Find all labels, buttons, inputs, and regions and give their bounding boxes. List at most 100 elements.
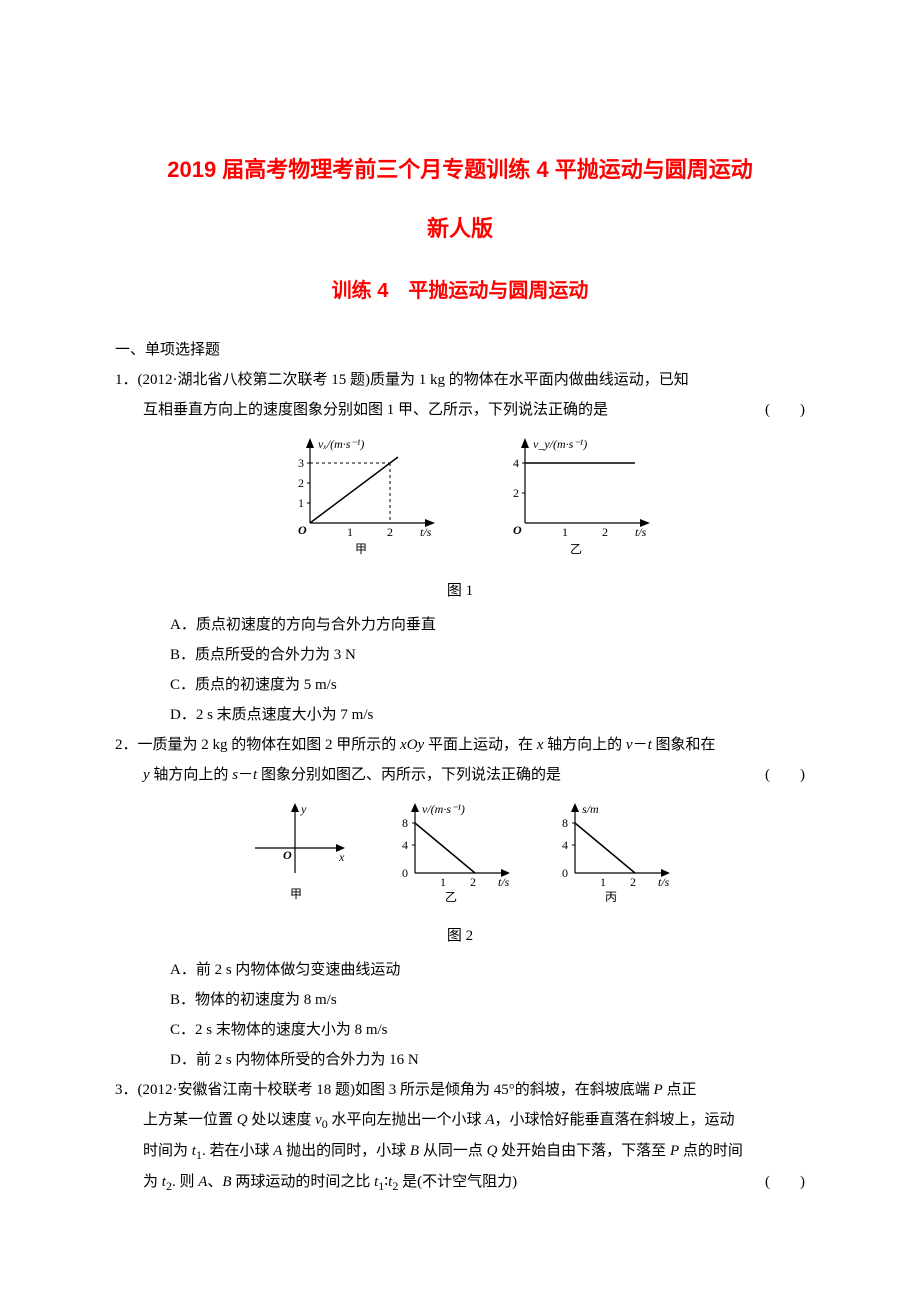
q1-choice-b: B．质点所受的合外力为 3 N (170, 640, 805, 670)
q1l-xtick-1: 1 (347, 525, 353, 539)
q3-l2i2: v (315, 1112, 322, 1128)
q3-l2d: ，小球恰好能垂直落在斜坡上，运动 (494, 1112, 734, 1128)
q3-l3i2: A (273, 1143, 282, 1159)
question-1: 1．(2012·湖北省八校第二次联考 15 题)质量为 1 kg 的物体在水平面… (115, 365, 805, 730)
q2-l1e: 图象和在 (652, 737, 716, 753)
q2-figure-caption: 图 2 (115, 921, 805, 951)
exam-page: 2019 届高考物理考前三个月专题训练 4 平抛运动与圆周运动 新人版 训练 4… (0, 0, 920, 1258)
q1-choice-d: D．2 s 末质点速度大小为 7 m/s (170, 700, 805, 730)
q2-choices: A．前 2 s 内物体做匀变速曲线运动 B．物体的初速度为 8 m/s C．2 … (115, 955, 805, 1075)
q3-l3a: 时间为 (143, 1143, 192, 1159)
q2-l2b: － (238, 767, 253, 783)
q2p3-y0: 0 (562, 866, 568, 880)
q3-line4-text: 为 t2. 则 A、B 两球运动的时间之比 t1∶t2 是(不计空气阻力) (143, 1167, 517, 1198)
q2-l2c: 图象分别如图乙、丙所示，下列说法正确的是 (257, 767, 561, 783)
q3-l1a: (2012·安徽省江南十校联考 18 题)如图 3 所示是倾角为 45°的斜坡，… (138, 1082, 654, 1098)
q2p3-ylabel: s/m (582, 802, 599, 816)
svg-text:O: O (298, 523, 307, 537)
q1-figure-caption: 图 1 (115, 576, 805, 606)
q3-l3d: 从同一点 (419, 1143, 487, 1159)
q2-choice-b: B．物体的初速度为 8 m/s (170, 985, 805, 1015)
q1-text2: 互相垂直方向上的速度图象分别如图 1 甲、乙所示，下列说法正确的是 (143, 395, 608, 425)
q2p3-x2: 2 (630, 875, 636, 889)
q3-l4c: 、 (207, 1174, 222, 1190)
q3-l4i2: A (198, 1174, 207, 1190)
q3-l3i3: B (410, 1143, 419, 1159)
q2-choice-c: C．2 s 末物体的速度大小为 8 m/s (170, 1015, 805, 1045)
q2p1-ylabel: y (300, 802, 307, 816)
q3-l2i: Q (237, 1112, 248, 1128)
q3-l2a: 上方某一位置 (143, 1112, 237, 1128)
q1l-xlabel: t/s (420, 525, 432, 539)
q2p3-y2: 8 (562, 816, 568, 830)
q1r-ytick-2: 4 (513, 456, 519, 470)
q2-l1b: 平面上运动，在 (424, 737, 537, 753)
q2-l2a: 轴方向上的 (150, 767, 233, 783)
q2-l1a: 一质量为 2 kg 的物体在如图 2 甲所示的 (138, 737, 401, 753)
q3-line3: 时间为 t1. 若在小球 A 抛出的同时，小球 B 从同一点 Q 处开始自由下落… (115, 1136, 805, 1167)
svg-text:O: O (513, 523, 522, 537)
q2-figure: y x O 甲 0 4 8 1 2 (115, 795, 805, 916)
q2-line1: 2．一质量为 2 kg 的物体在如图 2 甲所示的 xOy 平面上运动，在 x … (115, 730, 805, 760)
q2-paren: ( ) (745, 760, 805, 790)
q2p2-x2: 2 (470, 875, 476, 889)
q2p1-label: 甲 (290, 887, 302, 901)
q2p2-y1: 4 (402, 838, 408, 852)
q2p1-xlabel: x (338, 850, 345, 864)
q3-line1: 3．(2012·安徽省江南十校联考 18 题)如图 3 所示是倾角为 45°的斜… (115, 1075, 805, 1105)
q3-l2b: 处以速度 (248, 1112, 316, 1128)
q3-l4i3: B (222, 1174, 231, 1190)
main-title-line2: 新人版 (115, 199, 805, 258)
q2-l2i: y (143, 767, 150, 783)
q2p1-origin: O (283, 848, 292, 862)
q1-choices: A．质点初速度的方向与合外力方向垂直 B．质点所受的合外力为 3 N C．质点的… (115, 610, 805, 730)
q2-choice-d: D．前 2 s 内物体所受的合外力为 16 N (170, 1045, 805, 1075)
q1-paren: ( ) (745, 395, 805, 425)
q2p3-x1: 1 (600, 875, 606, 889)
q1-figure: 1 2 3 1 2 O vₓ/(m·s⁻¹) t/s 甲 (115, 430, 805, 571)
q3-l4d: 两球运动的时间之比 (232, 1174, 375, 1190)
q1-number: 1． (115, 372, 138, 388)
q2p2-x1: 1 (440, 875, 446, 889)
q3-number: 3． (115, 1082, 138, 1098)
q2p2-y2: 8 (402, 816, 408, 830)
q3-l3c: 抛出的同时，小球 (282, 1143, 410, 1159)
q2p2-xlabel: t/s (498, 875, 510, 889)
q1-text1: (2012·湖北省八校第二次联考 15 题)质量为 1 kg 的物体在水平面内做… (138, 372, 689, 388)
q3-l3f: 点的时间 (679, 1143, 743, 1159)
q3-l4b: . 则 (172, 1174, 198, 1190)
q2p2-ylabel: v/(m·s⁻¹) (422, 802, 465, 816)
main-title-line1: 2019 届高考物理考前三个月专题训练 4 平抛运动与圆周运动 (115, 140, 805, 199)
q3-l4f: 是(不计空气阻力) (398, 1174, 517, 1190)
q2-chart-svg: y x O 甲 0 4 8 1 2 (210, 795, 710, 905)
q1r-ylabel: v_y/(m·s⁻¹) (533, 437, 587, 451)
q3-line2: 上方某一位置 Q 处以速度 v0 水平向左抛出一个小球 A，小球恰好能垂直落在斜… (115, 1105, 805, 1136)
q1-choice-c: C．质点的初速度为 5 m/s (170, 670, 805, 700)
q3-l3i4: Q (487, 1143, 498, 1159)
q3-l4a: 为 (143, 1174, 162, 1190)
q1r-xlabel: t/s (635, 525, 647, 539)
q1r-xtick-1: 1 (562, 525, 568, 539)
question-3: 3．(2012·安徽省江南十校联考 18 题)如图 3 所示是倾角为 45°的斜… (115, 1075, 805, 1198)
q1-chart-svg: 1 2 3 1 2 O vₓ/(m·s⁻¹) t/s 甲 (245, 430, 675, 560)
q2p3-xlabel: t/s (658, 875, 670, 889)
q3-l3b: . 若在小球 (202, 1143, 273, 1159)
q2-l1i3: v (626, 737, 633, 753)
q1-choice-a: A．质点初速度的方向与合外力方向垂直 (170, 610, 805, 640)
q2-line2-row: y 轴方向上的 s－t 图象分别如图乙、丙所示，下列说法正确的是 ( ) (115, 760, 805, 790)
q2p3-y1: 4 (562, 838, 568, 852)
q1-line1: 1．(2012·湖北省八校第二次联考 15 题)质量为 1 kg 的物体在水平面… (115, 365, 805, 395)
q1l-ytick-1: 1 (298, 496, 304, 510)
q1l-ytick-3: 3 (298, 456, 304, 470)
q3-l1i: P (654, 1082, 663, 1098)
q3-paren: ( ) (745, 1167, 805, 1198)
q3-line4-row: 为 t2. 则 A、B 两球运动的时间之比 t1∶t2 是(不计空气阻力) ( … (115, 1167, 805, 1198)
q2p3-label: 丙 (605, 890, 617, 904)
q2-choice-a: A．前 2 s 内物体做匀变速曲线运动 (170, 955, 805, 985)
q1r-ytick-1: 2 (513, 486, 519, 500)
question-2: 2．一质量为 2 kg 的物体在如图 2 甲所示的 xOy 平面上运动，在 x … (115, 730, 805, 1075)
q2-number: 2． (115, 737, 138, 753)
q2-l1c: 轴方向上的 (543, 737, 626, 753)
q3-l3i5: P (670, 1143, 679, 1159)
q1l-label: 甲 (355, 542, 367, 556)
